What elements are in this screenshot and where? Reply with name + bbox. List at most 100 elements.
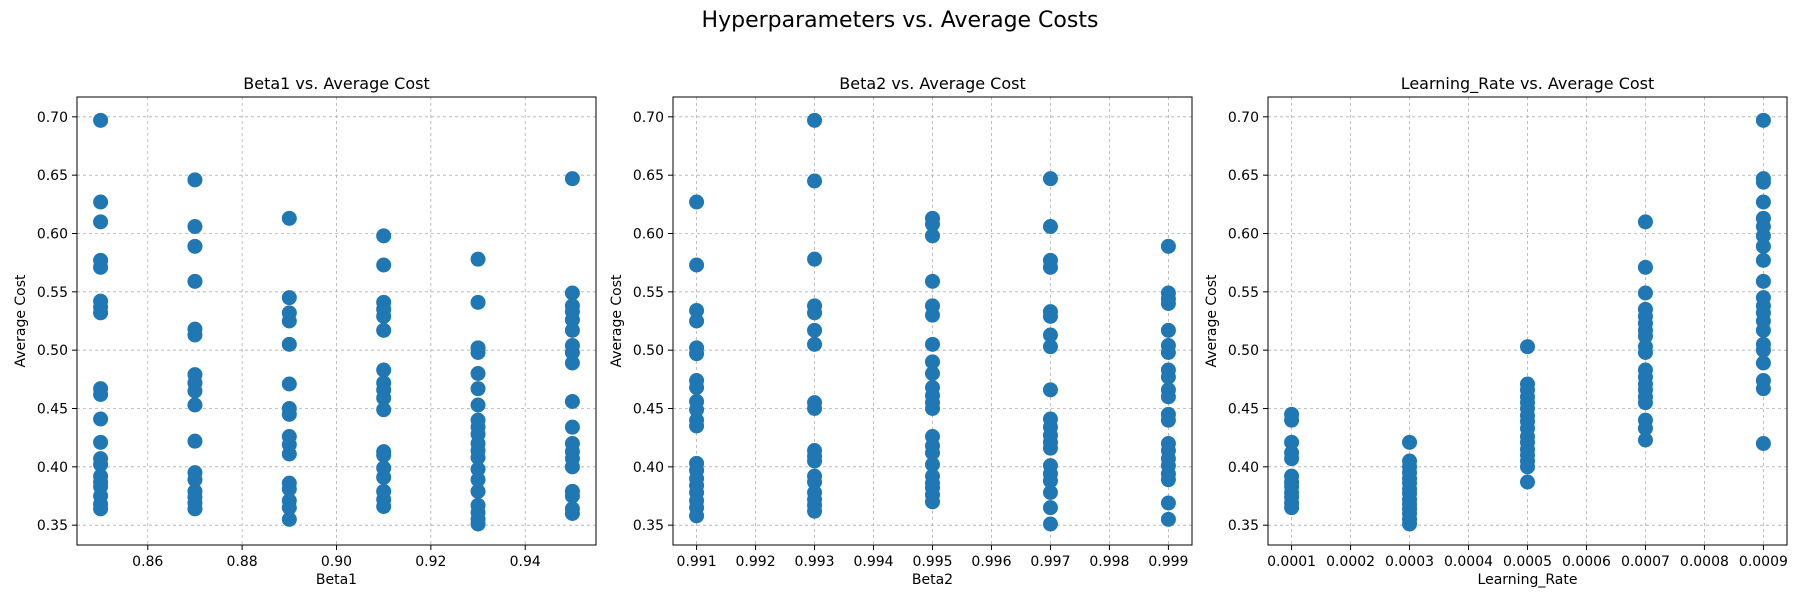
data-point [925,366,940,381]
y-tick-label: 0.40 [1228,460,1259,476]
data-point [187,383,203,399]
data-point [376,447,392,463]
x-tick-label: 0.0001 [1267,554,1316,570]
x-tick-label: 0.0004 [1444,554,1493,570]
x-tick-label: 0.996 [971,554,1011,570]
data-point [689,508,705,524]
data-point [93,501,109,517]
data-point [376,257,392,273]
x-tick-label: 0.0009 [1739,554,1788,570]
data-point [807,503,823,519]
data-point [470,366,486,381]
data-point [925,401,940,416]
data-point [1637,420,1653,436]
x-tick-label: 0.0003 [1385,554,1434,570]
figure-title: Hyperparameters vs. Average Costs [701,8,1099,33]
data-point [281,210,297,226]
data-point [807,401,823,416]
data-point [1042,485,1058,500]
data-point [689,303,705,318]
data-point [1284,434,1300,450]
scatter-panel-1: 0.86 0.88 0.90 0.92 0.94 0.35 0.40 0.45 0.50 0.55… [13,74,597,588]
y-tick-label: 0.50 [633,343,664,359]
y-tick-label: 0.40 [37,460,68,476]
x-tick-label: 0.94 [510,554,541,570]
x-tick-label: 0.992 [736,554,776,570]
x-tick-label: 0.0007 [1621,554,1670,570]
y-tick-label: 0.65 [1228,168,1259,184]
x-tick-label: 0.0008 [1680,554,1729,570]
data-point [807,251,823,267]
y-tick-label: 0.55 [1228,285,1259,301]
data-point [470,381,486,397]
data-point [689,402,705,418]
data-point [281,406,297,422]
data-point [1042,308,1058,324]
data-point [1755,273,1771,289]
data-point [1160,472,1176,488]
data-point [470,516,486,532]
data-point [564,355,580,371]
data-point [807,173,823,189]
data-point [281,290,297,306]
y-tick-label: 0.65 [633,168,664,184]
data-point [564,394,580,409]
y-axis-label: Average Cost [1204,274,1220,368]
data-point [1160,389,1176,405]
data-point [925,228,940,244]
y-tick-label: 0.70 [1228,110,1259,126]
data-point [187,219,203,234]
data-point [1637,395,1653,411]
data-point [689,380,705,395]
y-tick-label: 0.50 [37,343,68,359]
data-point [1755,381,1771,397]
data-point [1160,511,1176,527]
data-point [376,469,392,485]
x-tick-label: 0.92 [415,554,446,570]
x-tick-label: 0.994 [853,554,893,570]
data-point [470,483,486,499]
x-tick-label: 0.0006 [1562,554,1611,570]
y-tick-label: 0.45 [1228,402,1259,418]
x-tick-label: 0.998 [1089,554,1129,570]
data-point [470,294,486,310]
data-point [925,445,940,461]
x-axis-label: Beta2 [912,572,953,588]
data-point [1160,369,1176,385]
data-point [689,194,705,210]
y-tick-label: 0.60 [37,227,68,243]
x-axis-label: Learning_Rate [1478,572,1578,588]
data-point [1755,228,1771,244]
data-point [281,481,297,497]
data-point [1755,194,1771,210]
y-tick-label: 0.45 [633,402,664,418]
data-point [689,346,705,362]
data-point [1042,259,1058,275]
y-tick-label: 0.45 [37,402,68,418]
data-point [689,313,705,329]
data-point [470,461,486,477]
data-point [1160,296,1176,311]
data-point [1755,355,1771,371]
data-point [807,112,823,128]
data-point [93,214,109,230]
data-point [1160,322,1176,338]
data-point [1042,327,1058,343]
data-point [1042,516,1058,532]
data-point [470,345,486,360]
data-point [1042,382,1058,398]
y-tick-label: 0.70 [633,110,664,126]
y-tick-label: 0.55 [633,285,664,301]
data-point [807,453,823,469]
data-point [1637,259,1653,275]
x-tick-label: 0.90 [321,554,352,570]
data-point [1637,214,1653,230]
data-point [93,194,109,210]
data-point [1755,322,1771,338]
data-point [807,322,823,338]
data-point [93,457,109,472]
data-point [807,474,823,490]
data-point [1520,474,1535,490]
